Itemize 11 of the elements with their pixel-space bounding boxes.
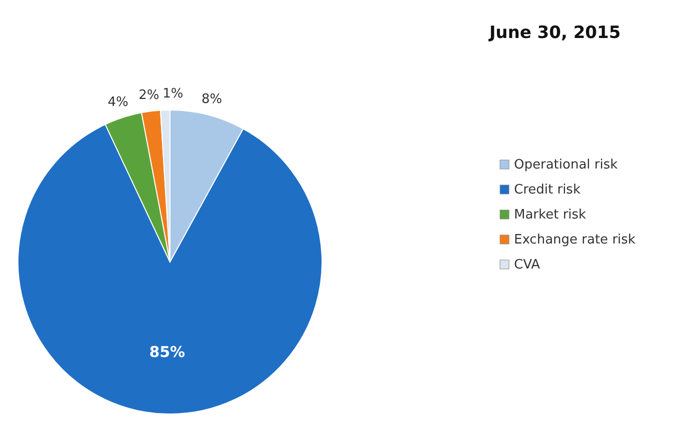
data-label: 2% — [138, 88, 160, 103]
data-label: 1% — [162, 86, 184, 102]
legend-label: Operational risk — [514, 158, 618, 173]
legend-label: Exchange rate risk — [514, 232, 636, 248]
data-label: 4% — [108, 94, 128, 110]
legend-label: CVA — [514, 258, 540, 273]
chart-title: June 30, 2015 — [488, 23, 621, 43]
data-label: 85% — [149, 343, 186, 362]
legend-label: Market risk — [514, 208, 587, 223]
legend-label: Credit risk — [514, 182, 581, 198]
data-label: 8% — [201, 92, 222, 107]
